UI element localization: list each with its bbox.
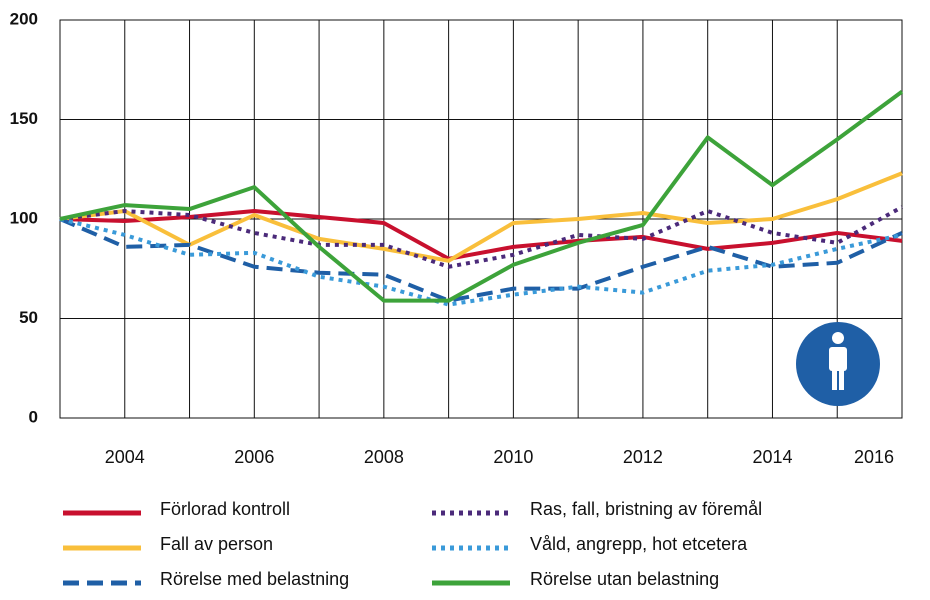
y-tick-label: 150 — [10, 109, 38, 128]
plot-area: 0 50 100 150 200 2004 2006 2008 2010 2012 2014 2016 — [10, 9, 904, 467]
y-tick-label: 100 — [10, 208, 38, 227]
legend-label: Förlorad kontroll — [160, 499, 290, 519]
x-tick-label: 2016 — [854, 447, 894, 467]
legend-label: Fall av person — [160, 534, 273, 554]
legend-label: Rörelse utan belastning — [530, 569, 719, 589]
legend-label: Våld, angrepp, hot etcetera — [530, 534, 748, 554]
y-tick-label: 200 — [10, 9, 38, 28]
series-line — [59, 90, 904, 303]
series-line — [59, 217, 903, 307]
y-tick-label: 50 — [19, 308, 38, 327]
series-line — [59, 205, 903, 269]
legend-label: Rörelse med belastning — [160, 569, 349, 589]
x-tick-label: 2006 — [234, 447, 274, 467]
x-tick-label: 2004 — [105, 447, 145, 467]
x-tick-label: 2008 — [364, 447, 404, 467]
x-tick-label: 2012 — [623, 447, 663, 467]
person-icon — [796, 322, 880, 406]
legend-label: Ras, fall, bristning av föremål — [530, 499, 762, 519]
series-line — [59, 217, 903, 303]
x-tick-label: 2010 — [493, 447, 533, 467]
series-line — [59, 171, 903, 263]
y-tick-label: 0 — [29, 407, 38, 426]
series-line — [59, 209, 903, 261]
x-tick-label: 2014 — [752, 447, 792, 467]
